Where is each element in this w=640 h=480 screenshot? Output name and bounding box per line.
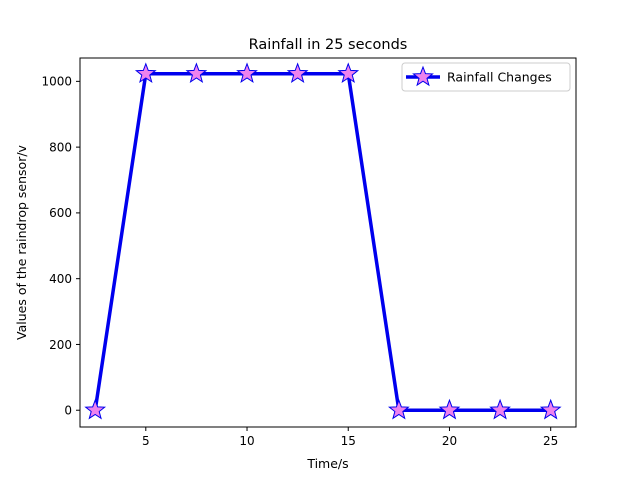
legend-star-marker xyxy=(412,65,434,87)
axes-border xyxy=(79,57,577,428)
plot-background xyxy=(80,58,576,427)
x-tick-label: 15 xyxy=(341,434,356,448)
x-tick-label: 20 xyxy=(442,434,457,448)
x-axis: 5 10 15 20 25 xyxy=(142,427,558,448)
axes-frame xyxy=(79,57,577,428)
y-tick-label: 1000 xyxy=(41,75,72,89)
chart-title: Rainfall in 25 seconds xyxy=(249,37,408,53)
x-tick-label: 25 xyxy=(543,434,558,448)
legend-entry-label: Rainfall Changes xyxy=(447,70,552,85)
x-tick-label: 5 xyxy=(142,434,150,448)
x-axis-label: Time/s xyxy=(306,456,348,471)
y-axis-label: Values of the raindrop sensor/v xyxy=(14,144,29,340)
y-tick-label: 600 xyxy=(49,206,72,220)
y-tick-label: 200 xyxy=(49,338,72,352)
data-point-star-marker xyxy=(539,398,562,420)
data-point-star-marker xyxy=(489,398,511,420)
data-point-star-marker xyxy=(84,398,107,420)
data-point-star-marker xyxy=(387,398,410,420)
legend-box xyxy=(401,62,571,92)
data-point-star-marker xyxy=(236,62,258,84)
data-point-star-marker xyxy=(438,398,461,420)
series-layer xyxy=(84,62,562,420)
legend: Rainfall Changes xyxy=(401,62,571,92)
y-axis: 0 200 400 600 800 1000 xyxy=(41,75,80,418)
y-tick-label: 800 xyxy=(49,140,72,154)
data-point-star-marker xyxy=(286,62,309,84)
data-point-star-marker xyxy=(337,62,360,84)
y-tick-label: 0 xyxy=(64,404,72,418)
plot-area xyxy=(80,58,576,427)
data-point-star-marker xyxy=(134,62,157,84)
series-line-0 xyxy=(93,72,553,412)
y-tick-label: 400 xyxy=(49,272,72,286)
data-point-star-marker xyxy=(185,62,208,84)
x-tick-label: 10 xyxy=(239,434,254,448)
